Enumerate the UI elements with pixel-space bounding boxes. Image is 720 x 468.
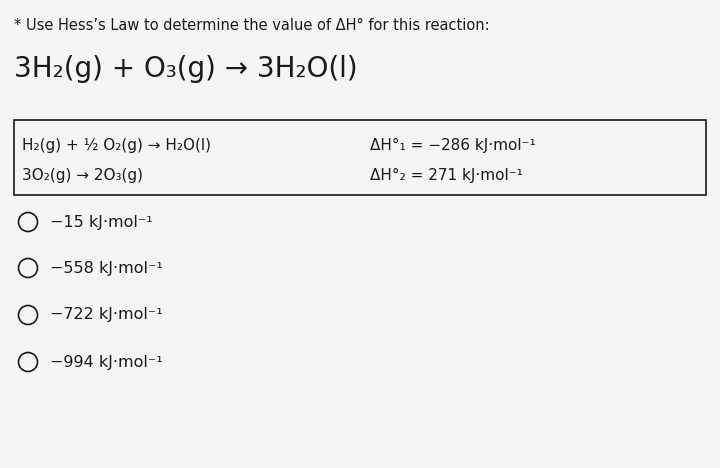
Text: −994 kJ·mol⁻¹: −994 kJ·mol⁻¹ xyxy=(50,354,163,370)
Text: * Use Hess’s Law to determine the value of ΔH° for this reaction:: * Use Hess’s Law to determine the value … xyxy=(14,18,490,33)
Circle shape xyxy=(19,306,37,324)
Circle shape xyxy=(19,258,37,278)
Text: 3O₂(g) → 2O₃(g): 3O₂(g) → 2O₃(g) xyxy=(22,168,143,183)
Circle shape xyxy=(19,212,37,232)
Text: 3H₂(g) + O₃(g) → 3H₂O(l): 3H₂(g) + O₃(g) → 3H₂O(l) xyxy=(14,55,358,83)
Bar xyxy=(14,120,706,195)
Text: ΔH°₂ = 271 kJ·mol⁻¹: ΔH°₂ = 271 kJ·mol⁻¹ xyxy=(370,168,523,183)
Text: −15 kJ·mol⁻¹: −15 kJ·mol⁻¹ xyxy=(50,214,153,229)
Circle shape xyxy=(19,352,37,372)
Text: −722 kJ·mol⁻¹: −722 kJ·mol⁻¹ xyxy=(50,307,163,322)
Text: ΔH°₁ = −286 kJ·mol⁻¹: ΔH°₁ = −286 kJ·mol⁻¹ xyxy=(370,138,536,153)
Text: H₂(g) + ½ O₂(g) → H₂O(l): H₂(g) + ½ O₂(g) → H₂O(l) xyxy=(22,138,211,153)
Text: −558 kJ·mol⁻¹: −558 kJ·mol⁻¹ xyxy=(50,261,163,276)
